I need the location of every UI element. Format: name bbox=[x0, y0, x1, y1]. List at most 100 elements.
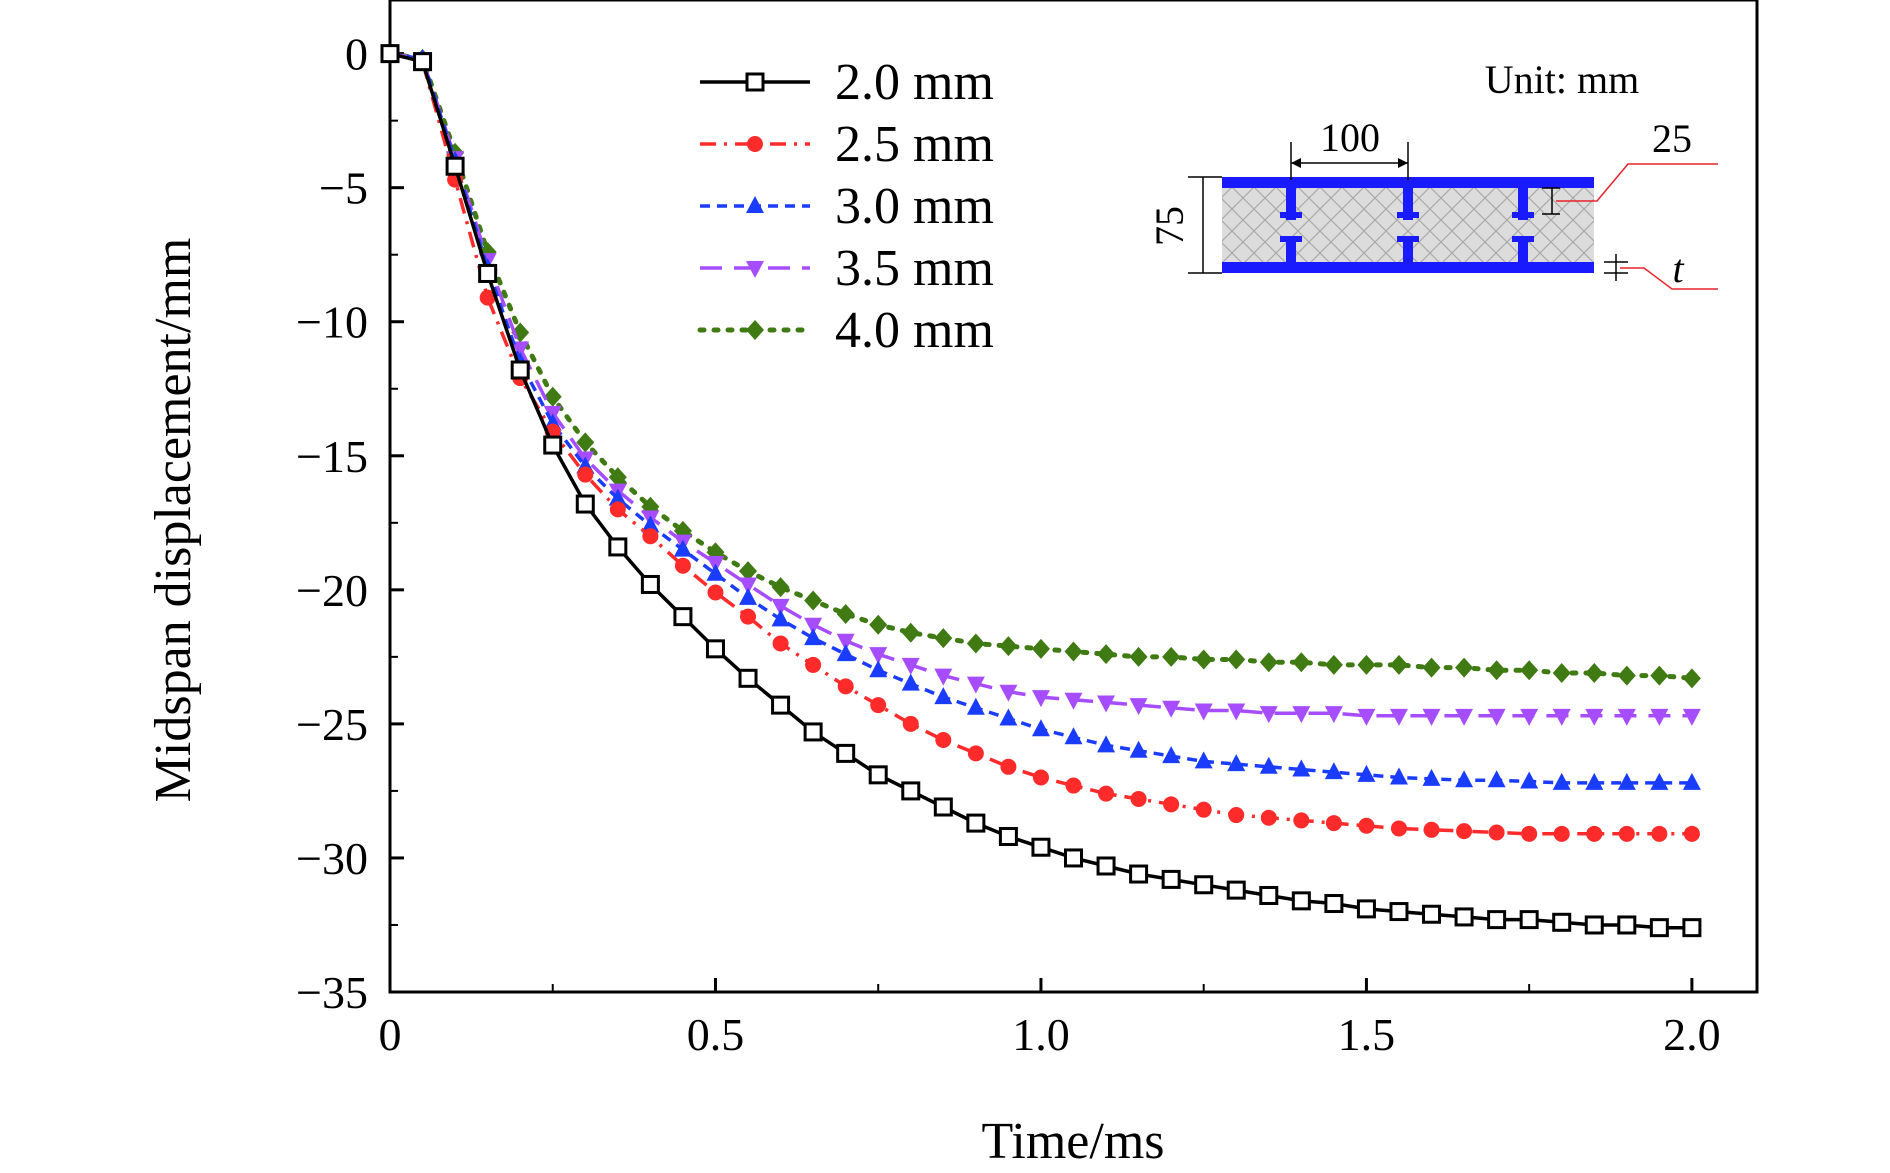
data-point bbox=[1064, 848, 1083, 868]
dim-height bbox=[1188, 176, 1222, 274]
data-point bbox=[901, 657, 920, 675]
data-point bbox=[1488, 824, 1505, 841]
data-point bbox=[836, 633, 855, 651]
data-point bbox=[966, 676, 985, 694]
data-point bbox=[901, 673, 920, 691]
data-point bbox=[1259, 756, 1278, 774]
data-point bbox=[739, 577, 758, 595]
legend-label: 4.0 mm bbox=[835, 302, 994, 359]
stiffener-flange-bottom-2 bbox=[1397, 236, 1419, 242]
stiffener-top-1 bbox=[1286, 186, 1296, 220]
data-point bbox=[999, 684, 1018, 702]
data-point bbox=[674, 557, 691, 574]
dim-height-label: 75 bbox=[1147, 206, 1192, 246]
data-point bbox=[1422, 657, 1441, 678]
data-point bbox=[934, 687, 953, 705]
data-point bbox=[869, 660, 888, 678]
data-point bbox=[934, 668, 953, 686]
data-point bbox=[705, 639, 725, 659]
data-point bbox=[1161, 869, 1181, 889]
data-point bbox=[1455, 708, 1474, 726]
data-point bbox=[999, 708, 1018, 726]
data-point bbox=[998, 826, 1018, 846]
data-point bbox=[1064, 727, 1083, 745]
legend-label: 3.0 mm bbox=[835, 178, 994, 235]
data-point bbox=[1422, 708, 1441, 726]
data-point bbox=[609, 501, 626, 518]
data-point bbox=[1227, 703, 1246, 721]
data-point bbox=[935, 731, 952, 748]
y-tick-label: −25 bbox=[296, 699, 368, 750]
data-point bbox=[1487, 708, 1506, 726]
data-point bbox=[967, 745, 984, 762]
data-point bbox=[1552, 912, 1572, 932]
data-point bbox=[1357, 654, 1376, 675]
data-point bbox=[1617, 772, 1636, 790]
data-point bbox=[805, 656, 822, 673]
dim-core-label: 25 bbox=[1652, 116, 1692, 161]
data-point bbox=[1422, 904, 1442, 924]
data-point bbox=[1292, 706, 1311, 724]
data-point bbox=[1358, 817, 1375, 834]
legend-marker bbox=[746, 196, 764, 213]
data-point bbox=[934, 628, 953, 649]
data-point bbox=[478, 263, 498, 283]
data-point bbox=[1454, 907, 1474, 927]
data-point bbox=[1031, 638, 1050, 659]
data-point bbox=[1292, 759, 1311, 777]
data-point bbox=[1324, 894, 1344, 914]
data-point bbox=[1291, 891, 1311, 911]
data-point bbox=[1293, 812, 1310, 829]
data-point bbox=[1390, 820, 1407, 837]
dim-thickness bbox=[1604, 254, 1628, 281]
data-point bbox=[1520, 771, 1539, 789]
data-point bbox=[706, 563, 725, 581]
data-point bbox=[511, 341, 530, 359]
dim-core-leader bbox=[1556, 163, 1718, 202]
data-point bbox=[1259, 885, 1279, 905]
bottom-face-sheet bbox=[1222, 262, 1594, 273]
data-point bbox=[707, 584, 724, 601]
data-point bbox=[739, 561, 758, 582]
y-tick-label: −5 bbox=[319, 163, 368, 214]
stiffener-bottom-3 bbox=[1518, 236, 1528, 266]
stiffener-top-2 bbox=[1403, 186, 1413, 220]
data-point bbox=[804, 590, 823, 611]
y-tick-label: −20 bbox=[296, 565, 368, 616]
data-point bbox=[1129, 698, 1148, 716]
x-tick-label: 2.0 bbox=[1663, 1009, 1721, 1060]
data-point bbox=[1324, 762, 1343, 780]
data-point bbox=[966, 697, 985, 715]
data-point bbox=[739, 587, 758, 605]
data-point bbox=[1324, 654, 1343, 675]
y-tick-label: −10 bbox=[296, 297, 368, 348]
data-point bbox=[1650, 708, 1669, 726]
data-point bbox=[1163, 796, 1180, 813]
stiffener-top-3 bbox=[1518, 186, 1528, 220]
data-point bbox=[1129, 864, 1149, 884]
dim-thickness-leader bbox=[1620, 267, 1718, 290]
dim-width bbox=[1290, 142, 1409, 180]
dim-thickness-label: t bbox=[1672, 246, 1684, 291]
data-point bbox=[1227, 649, 1246, 670]
data-point bbox=[1357, 708, 1376, 726]
data-point bbox=[1617, 915, 1637, 935]
data-point bbox=[1356, 899, 1376, 919]
series-layer bbox=[380, 43, 1702, 938]
data-point bbox=[1520, 660, 1539, 681]
y-axis-title: Midspan displacement/mm bbox=[145, 238, 202, 803]
legend-label: 2.0 mm bbox=[835, 54, 994, 111]
data-point bbox=[1455, 657, 1474, 678]
data-point bbox=[1195, 801, 1212, 818]
data-point bbox=[868, 765, 888, 785]
plot-frame bbox=[388, 0, 1759, 994]
data-point bbox=[445, 156, 465, 176]
series-3 bbox=[381, 46, 1701, 726]
data-point bbox=[836, 644, 855, 662]
data-point bbox=[804, 617, 823, 635]
legend-marker bbox=[746, 320, 764, 340]
data-point bbox=[380, 44, 400, 64]
data-point bbox=[413, 52, 433, 72]
series-line bbox=[389, 51, 1692, 718]
